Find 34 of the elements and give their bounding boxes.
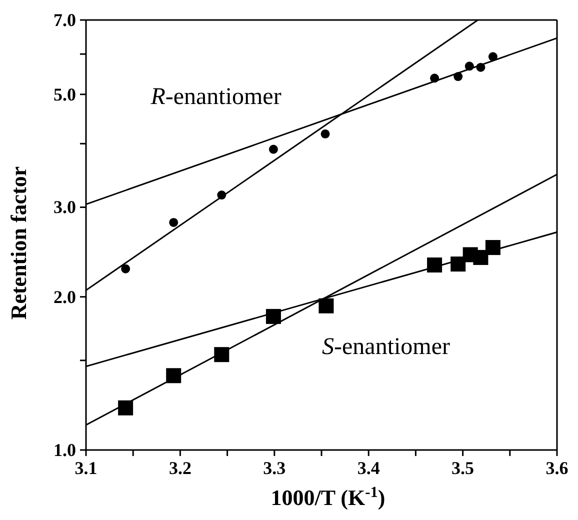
point bbox=[268, 144, 278, 154]
x-tick-label: 3.4 bbox=[357, 458, 380, 478]
point bbox=[427, 257, 442, 272]
point bbox=[318, 298, 334, 314]
point bbox=[454, 72, 463, 82]
y-axis-title: Retention factor bbox=[6, 166, 31, 320]
point bbox=[214, 347, 230, 362]
point bbox=[266, 308, 281, 324]
y-tick-label: 5.0 bbox=[54, 84, 76, 104]
annotation: R-enantiomer bbox=[150, 84, 282, 110]
point bbox=[169, 218, 178, 227]
point bbox=[473, 250, 488, 265]
y-tick-label: 3.0 bbox=[54, 197, 76, 218]
point bbox=[464, 62, 474, 71]
point bbox=[217, 190, 226, 200]
y-tick-label: 1.0 bbox=[54, 440, 76, 460]
x-tick-label: 3.1 bbox=[74, 458, 98, 478]
point bbox=[450, 256, 466, 272]
x-tick-label: 3.3 bbox=[263, 458, 286, 478]
point bbox=[320, 129, 330, 138]
point bbox=[166, 368, 182, 384]
point bbox=[476, 62, 486, 72]
x-axis-title: 1000/T (K$^{-1}$) bbox=[270, 484, 386, 510]
x-tick-label: 3.5 bbox=[452, 458, 474, 478]
point bbox=[488, 52, 498, 62]
point bbox=[118, 400, 134, 416]
point bbox=[485, 240, 500, 256]
x-tick-label: 3.6 bbox=[546, 458, 568, 478]
y-tick-label: 7.0 bbox=[54, 10, 76, 30]
annotation: S-enantiomer bbox=[322, 334, 450, 360]
point bbox=[430, 74, 440, 83]
x-tick-label: 3.2 bbox=[168, 458, 192, 478]
point bbox=[121, 264, 130, 274]
y-tick-label: 2.0 bbox=[54, 286, 76, 307]
